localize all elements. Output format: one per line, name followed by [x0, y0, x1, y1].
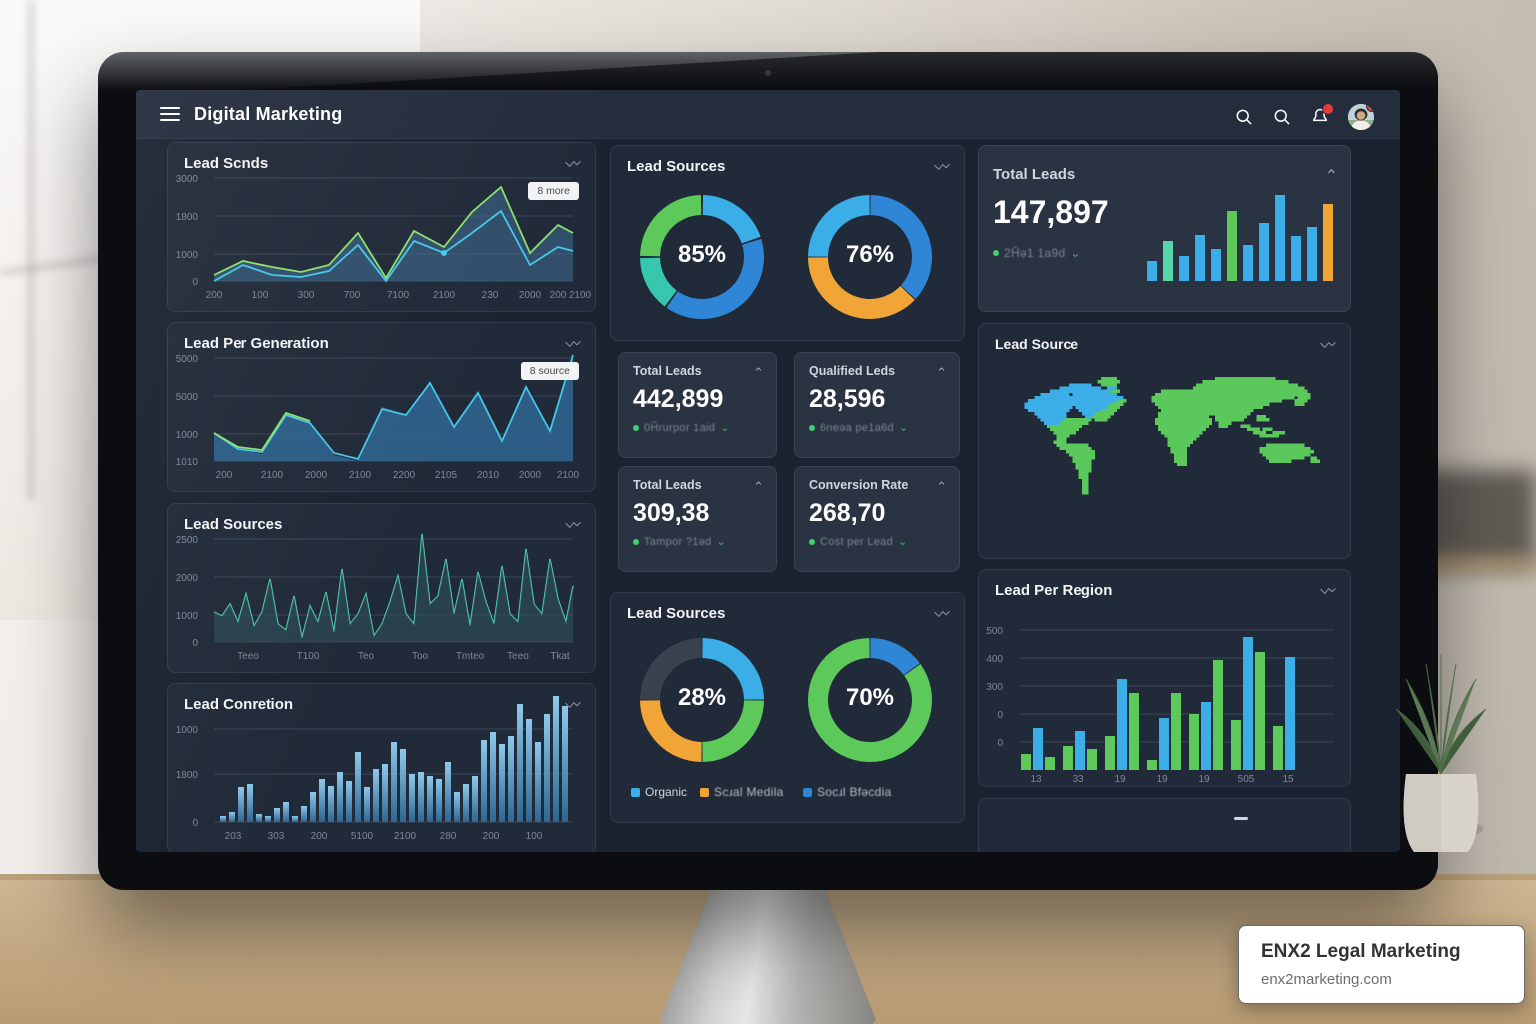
svg-text:3000: 3000	[176, 174, 199, 185]
svg-text:76%: 76%	[846, 241, 894, 268]
svg-text:5000: 5000	[176, 392, 199, 403]
svg-text:700: 700	[344, 290, 361, 301]
svg-text:19: 19	[1114, 774, 1126, 785]
svg-text:Teeo: Teeo	[237, 651, 259, 662]
svg-text:2000: 2000	[519, 290, 542, 301]
svg-text:100: 100	[252, 290, 269, 301]
svg-text:Tmteo: Tmteo	[456, 651, 485, 662]
svg-text:28%: 28%	[678, 684, 726, 711]
svg-text:0: 0	[192, 638, 198, 649]
svg-text:200: 200	[483, 831, 500, 842]
svg-text:303: 303	[268, 831, 285, 842]
svg-text:1000: 1000	[176, 611, 199, 622]
svg-text:Tkat: Tkat	[550, 651, 570, 662]
svg-text:1010: 1010	[176, 457, 199, 468]
svg-text:5000: 5000	[176, 354, 199, 365]
svg-text:400: 400	[986, 654, 1003, 665]
svg-text:280: 280	[440, 831, 457, 842]
svg-text:2100: 2100	[261, 470, 284, 481]
svg-text:15: 15	[1282, 774, 1294, 785]
svg-text:300: 300	[986, 682, 1003, 693]
svg-text:230: 230	[482, 290, 499, 301]
svg-text:2100: 2100	[557, 470, 580, 481]
svg-text:70%: 70%	[846, 684, 894, 711]
svg-text:5100: 5100	[351, 831, 374, 842]
svg-text:1000: 1000	[176, 725, 199, 736]
svg-text:200: 200	[550, 290, 567, 301]
svg-text:0: 0	[192, 818, 198, 829]
svg-text:Teeo: Teeo	[507, 651, 529, 662]
svg-text:1800: 1800	[176, 770, 199, 781]
svg-text:0: 0	[997, 710, 1003, 721]
svg-text:2500: 2500	[176, 535, 199, 546]
svg-text:Too: Too	[412, 651, 429, 662]
svg-text:13: 13	[1030, 774, 1042, 785]
svg-text:0: 0	[997, 738, 1003, 749]
svg-text:0: 0	[192, 277, 198, 288]
svg-text:1000: 1000	[176, 430, 199, 441]
svg-text:500: 500	[986, 626, 1003, 637]
svg-text:200: 200	[206, 290, 223, 301]
svg-text:2100: 2100	[394, 831, 417, 842]
svg-text:200: 200	[311, 831, 328, 842]
svg-text:505: 505	[1238, 774, 1255, 785]
svg-text:2010: 2010	[477, 470, 500, 481]
svg-text:2100: 2100	[349, 470, 372, 481]
svg-text:2100: 2100	[569, 290, 592, 301]
svg-text:T100: T100	[297, 651, 320, 662]
svg-text:19: 19	[1198, 774, 1210, 785]
svg-text:85%: 85%	[678, 241, 726, 268]
svg-text:19: 19	[1156, 774, 1168, 785]
svg-text:200: 200	[216, 470, 233, 481]
svg-text:2000: 2000	[519, 470, 542, 481]
svg-text:2000: 2000	[305, 470, 328, 481]
svg-text:2000: 2000	[176, 573, 199, 584]
svg-text:2100: 2100	[433, 290, 456, 301]
svg-text:2105: 2105	[435, 470, 458, 481]
svg-text:1000: 1000	[176, 250, 199, 261]
svg-text:300: 300	[298, 290, 315, 301]
svg-text:33: 33	[1072, 774, 1084, 785]
svg-text:7100: 7100	[387, 290, 410, 301]
svg-text:100: 100	[526, 831, 543, 842]
svg-text:Teo: Teo	[358, 651, 375, 662]
svg-text:2200: 2200	[393, 470, 416, 481]
svg-text:203: 203	[225, 831, 242, 842]
svg-text:1800: 1800	[176, 212, 199, 223]
